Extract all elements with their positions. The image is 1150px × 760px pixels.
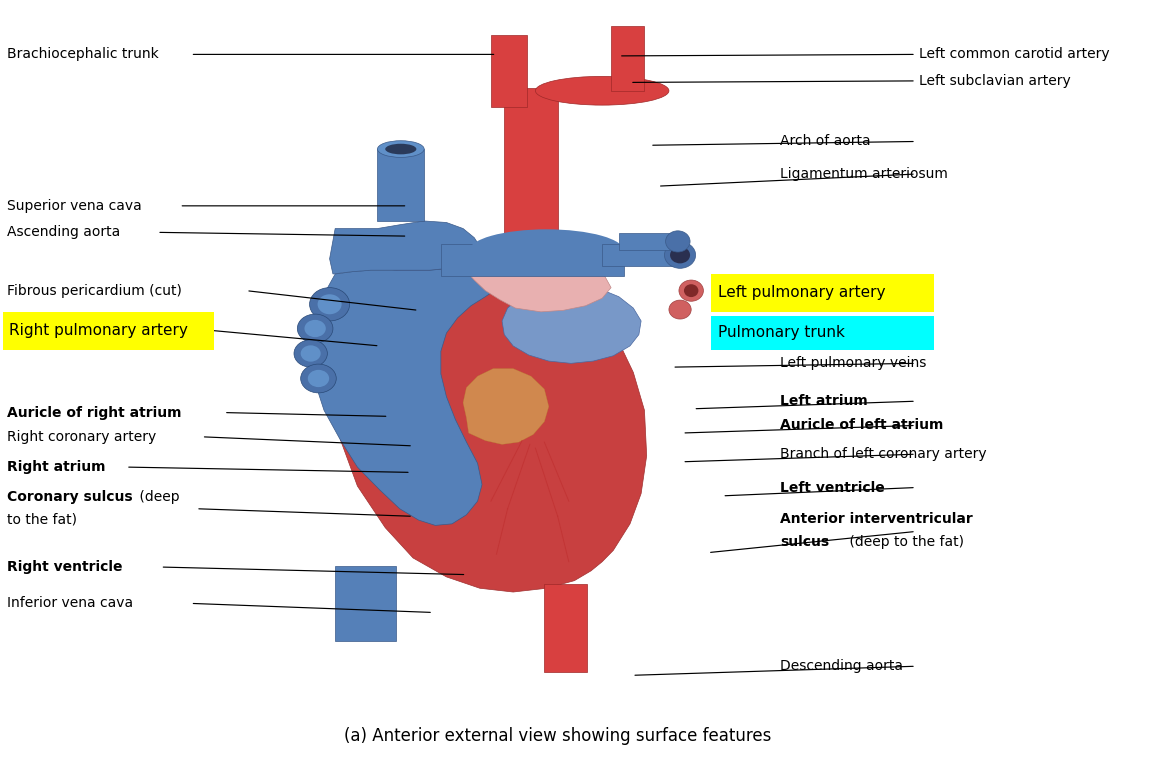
Polygon shape (469, 261, 611, 312)
Ellipse shape (665, 242, 696, 268)
Text: to the fat): to the fat) (7, 512, 77, 527)
Ellipse shape (684, 284, 698, 297)
Text: (deep: (deep (135, 489, 179, 504)
Text: Auricle of left atrium: Auricle of left atrium (780, 419, 943, 432)
Text: Fibrous pericardium (cut): Fibrous pericardium (cut) (7, 283, 182, 298)
Bar (440, 244, 624, 276)
Text: Left common carotid artery: Left common carotid artery (919, 47, 1110, 62)
Text: Arch of aorta: Arch of aorta (780, 135, 871, 148)
Bar (491, 36, 527, 107)
Text: Right pulmonary artery: Right pulmonary artery (9, 323, 189, 338)
Ellipse shape (670, 247, 690, 264)
Bar (377, 149, 424, 221)
Text: Left pulmonary veins: Left pulmonary veins (780, 356, 927, 370)
Ellipse shape (377, 141, 424, 157)
Text: Superior vena cava: Superior vena cava (7, 199, 141, 213)
Text: Anterior interventricular: Anterior interventricular (780, 512, 973, 527)
Text: Right ventricle: Right ventricle (7, 560, 122, 574)
Bar (711, 315, 934, 350)
Polygon shape (463, 369, 549, 445)
Text: (a) Anterior external view showing surface features: (a) Anterior external view showing surfa… (344, 727, 772, 745)
Text: Pulmonary trunk: Pulmonary trunk (718, 325, 845, 340)
Ellipse shape (669, 300, 691, 319)
Text: Right coronary artery: Right coronary artery (7, 430, 156, 444)
Ellipse shape (300, 364, 336, 393)
Ellipse shape (678, 280, 704, 301)
Text: Left subclavian artery: Left subclavian artery (919, 74, 1071, 88)
Bar (335, 565, 397, 641)
Text: Ascending aorta: Ascending aorta (7, 226, 121, 239)
Ellipse shape (300, 345, 321, 362)
Text: Ligamentum arteriosum: Ligamentum arteriosum (780, 167, 948, 181)
Ellipse shape (308, 370, 329, 387)
Text: Inferior vena cava: Inferior vena cava (7, 597, 133, 610)
Bar (544, 584, 586, 672)
Ellipse shape (666, 231, 690, 252)
Ellipse shape (469, 230, 624, 274)
Polygon shape (310, 268, 500, 525)
Polygon shape (503, 283, 641, 363)
Ellipse shape (298, 314, 334, 343)
Text: (deep to the fat): (deep to the fat) (845, 535, 964, 549)
Ellipse shape (309, 287, 350, 321)
Ellipse shape (305, 320, 325, 337)
Bar (504, 88, 558, 255)
Text: Brachiocephalic trunk: Brachiocephalic trunk (7, 47, 159, 62)
Text: Left pulmonary artery: Left pulmonary artery (718, 286, 886, 300)
Text: Right atrium: Right atrium (7, 460, 106, 474)
Text: Coronary sulcus: Coronary sulcus (7, 489, 132, 504)
Ellipse shape (385, 144, 416, 154)
Text: Left atrium: Left atrium (780, 394, 868, 408)
Bar (2, 312, 214, 350)
Text: Descending aorta: Descending aorta (780, 659, 903, 673)
Bar (611, 27, 644, 90)
Ellipse shape (317, 294, 342, 315)
Text: Branch of left coronary artery: Branch of left coronary artery (780, 447, 987, 461)
Ellipse shape (294, 340, 328, 367)
Bar (619, 233, 680, 250)
Bar (603, 244, 682, 267)
Ellipse shape (536, 76, 669, 105)
Bar (711, 274, 934, 312)
Text: sulcus: sulcus (780, 535, 829, 549)
Text: Left ventricle: Left ventricle (780, 480, 886, 495)
Text: Auricle of right atrium: Auricle of right atrium (7, 406, 182, 420)
Polygon shape (330, 221, 485, 274)
Text: Right pulmonary veins: Right pulmonary veins (7, 321, 163, 335)
Polygon shape (330, 267, 646, 592)
